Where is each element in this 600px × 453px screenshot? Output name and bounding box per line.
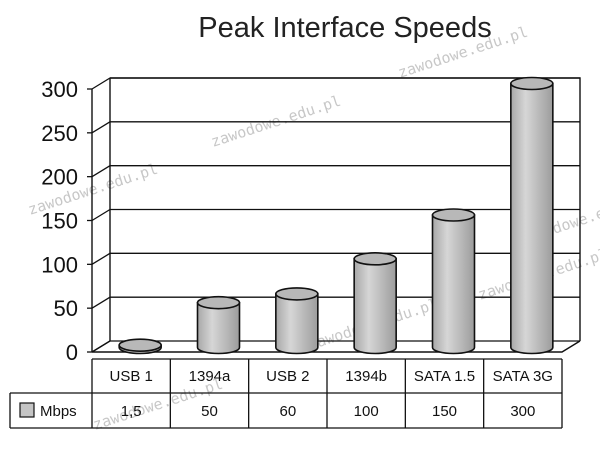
x-tick-label-3: 1394b xyxy=(345,368,387,385)
chart-title: Peak Interface Speeds xyxy=(198,12,491,44)
data-label-5: 300 xyxy=(510,403,535,420)
bar-body-4 xyxy=(431,214,476,355)
x-tick-label-4: SATA 1.5 xyxy=(414,368,475,385)
y-tick-label-300: 300 xyxy=(41,77,78,102)
gridline-200 xyxy=(91,165,580,178)
bars xyxy=(118,76,554,355)
axes: 0 50 100 150 200 250 300 xyxy=(41,77,581,365)
data-table: USB 1 1,5 1394a 50 USB 2 60 1394b 100 SATA 1.5 15… xyxy=(9,358,563,429)
bar-5 xyxy=(510,76,554,355)
y-tick-label-250: 250 xyxy=(41,121,78,146)
y-tick-label-200: 200 xyxy=(41,165,78,190)
gridline-250 xyxy=(91,121,580,134)
x-tick-label-2: USB 2 xyxy=(266,368,309,385)
bar-top-5 xyxy=(510,76,554,91)
data-label-2: 60 xyxy=(279,403,296,420)
y-tick-label-150: 150 xyxy=(41,209,78,234)
bar-body-2 xyxy=(275,293,319,355)
bar-body-1 xyxy=(196,301,241,355)
x-tick-label-5: SATA 3G xyxy=(493,368,553,385)
gridline-50 xyxy=(91,296,580,309)
bar-0 xyxy=(118,338,162,355)
data-label-3: 100 xyxy=(354,403,379,420)
floor-edge xyxy=(92,340,581,353)
bar-body-3 xyxy=(353,258,397,355)
gridline-0 xyxy=(91,340,580,353)
bar-2 xyxy=(275,287,319,355)
bar-4 xyxy=(431,208,476,355)
gridline-300 xyxy=(91,77,580,90)
gridline-100 xyxy=(91,252,580,265)
bar-top-1 xyxy=(196,295,241,310)
x-tick-label-1: 1394a xyxy=(189,368,231,385)
y-tick-label-100: 100 xyxy=(41,252,78,277)
legend-swatch xyxy=(19,402,35,418)
bar-3 xyxy=(353,252,397,355)
bar-1 xyxy=(196,295,241,355)
bar-body-5 xyxy=(510,82,554,355)
x-tick-label-0: USB 1 xyxy=(109,368,152,385)
gridline-150 xyxy=(91,208,580,222)
data-label-0: 1,5 xyxy=(121,403,142,420)
bar-top-2 xyxy=(275,287,319,301)
bar-top-3 xyxy=(353,252,397,266)
data-label-1: 50 xyxy=(201,403,218,420)
legend-label: Mbps xyxy=(40,403,77,420)
bar-top-4 xyxy=(431,208,476,222)
y-tick-label-50: 50 xyxy=(54,296,78,321)
data-label-4: 150 xyxy=(432,403,457,420)
y-tick-label-0: 0 xyxy=(66,340,78,365)
bar-top-0 xyxy=(118,338,162,352)
